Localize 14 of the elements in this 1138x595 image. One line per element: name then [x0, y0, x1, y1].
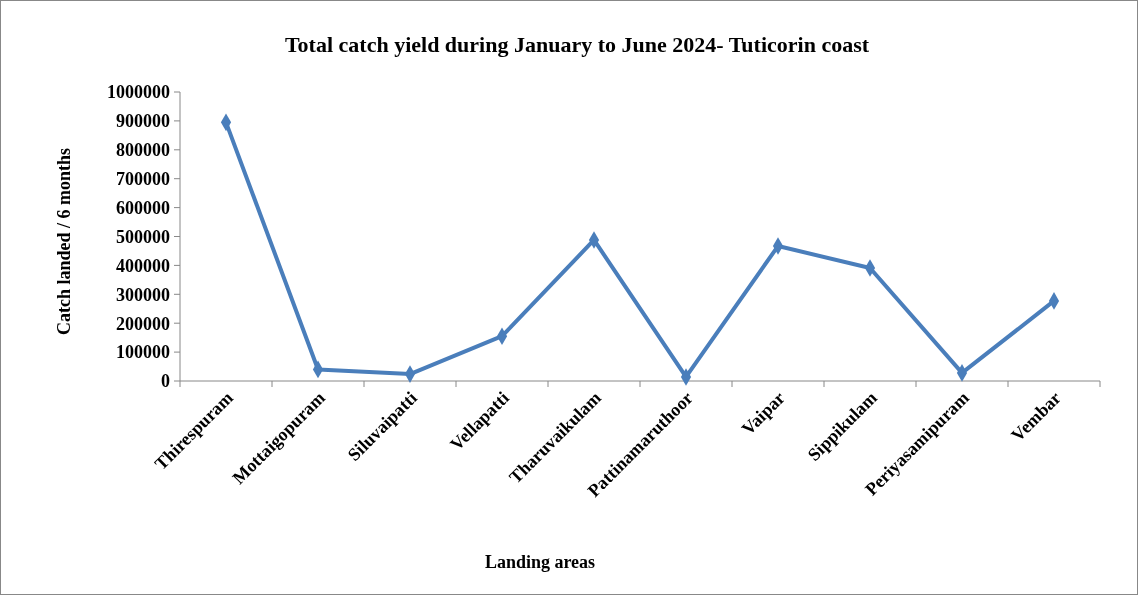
y-tick-label: 600000: [116, 197, 170, 218]
y-tick-label: 500000: [116, 226, 170, 247]
y-tick-label: 700000: [116, 169, 170, 189]
y-axis-title: Catch landed / 6 months: [54, 147, 74, 336]
y-tick-label: 100000: [116, 342, 170, 363]
y-tick-label: 200000: [116, 313, 170, 334]
y-tick-label: 1000000: [107, 82, 170, 103]
y-tick-label: 800000: [116, 140, 170, 161]
chart-title: Total catch yield during January to June 2024- Tuticorin coast: [284, 32, 870, 57]
x-axis-title: Landing areas: [484, 552, 596, 572]
y-tick-label: 300000: [116, 284, 170, 305]
y-tick-label: 0: [161, 371, 170, 392]
y-tick-label: 900000: [116, 111, 170, 132]
y-tick-label: 400000: [116, 255, 170, 276]
